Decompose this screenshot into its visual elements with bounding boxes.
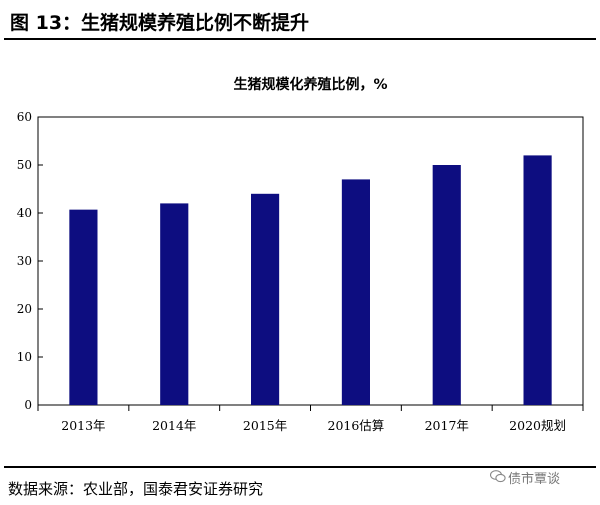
bar xyxy=(341,179,370,405)
y-tick-label: 20 xyxy=(17,302,32,316)
watermark-text: 债市覃谈 xyxy=(508,472,561,487)
bar xyxy=(160,203,189,405)
y-tick-label: 0 xyxy=(24,398,32,412)
x-tick-label: 2014年 xyxy=(152,418,196,433)
bar xyxy=(251,193,280,405)
y-tick-label: 40 xyxy=(17,206,32,220)
bar xyxy=(432,165,461,405)
watermark: 债市覃谈 xyxy=(489,468,561,487)
plot-frame xyxy=(37,116,584,406)
y-tick-label: 30 xyxy=(17,254,32,268)
y-tick-label: 50 xyxy=(17,158,32,172)
figure-header: 图 13：生猪规模养殖比例不断提升 xyxy=(4,2,596,40)
x-tick-label: 2015年 xyxy=(243,418,287,433)
x-tick-label: 2020规划 xyxy=(509,418,566,433)
wechat-icon xyxy=(489,470,506,487)
source-note: 数据来源：农业部，国泰君安证券研究 xyxy=(8,480,264,498)
y-tick-label: 10 xyxy=(17,350,32,364)
bar xyxy=(523,155,552,405)
figure-title: 图 13：生猪规模养殖比例不断提升 xyxy=(10,12,310,34)
footer-divider xyxy=(4,466,596,468)
bar xyxy=(69,209,98,405)
y-tick-label: 60 xyxy=(17,110,32,124)
x-tick-label: 2017年 xyxy=(425,418,469,433)
x-tick-label: 2016估算 xyxy=(328,418,385,433)
chart-title: 生猪规模化养殖比例，% xyxy=(233,76,387,93)
x-tick-label: 2013年 xyxy=(61,418,105,433)
